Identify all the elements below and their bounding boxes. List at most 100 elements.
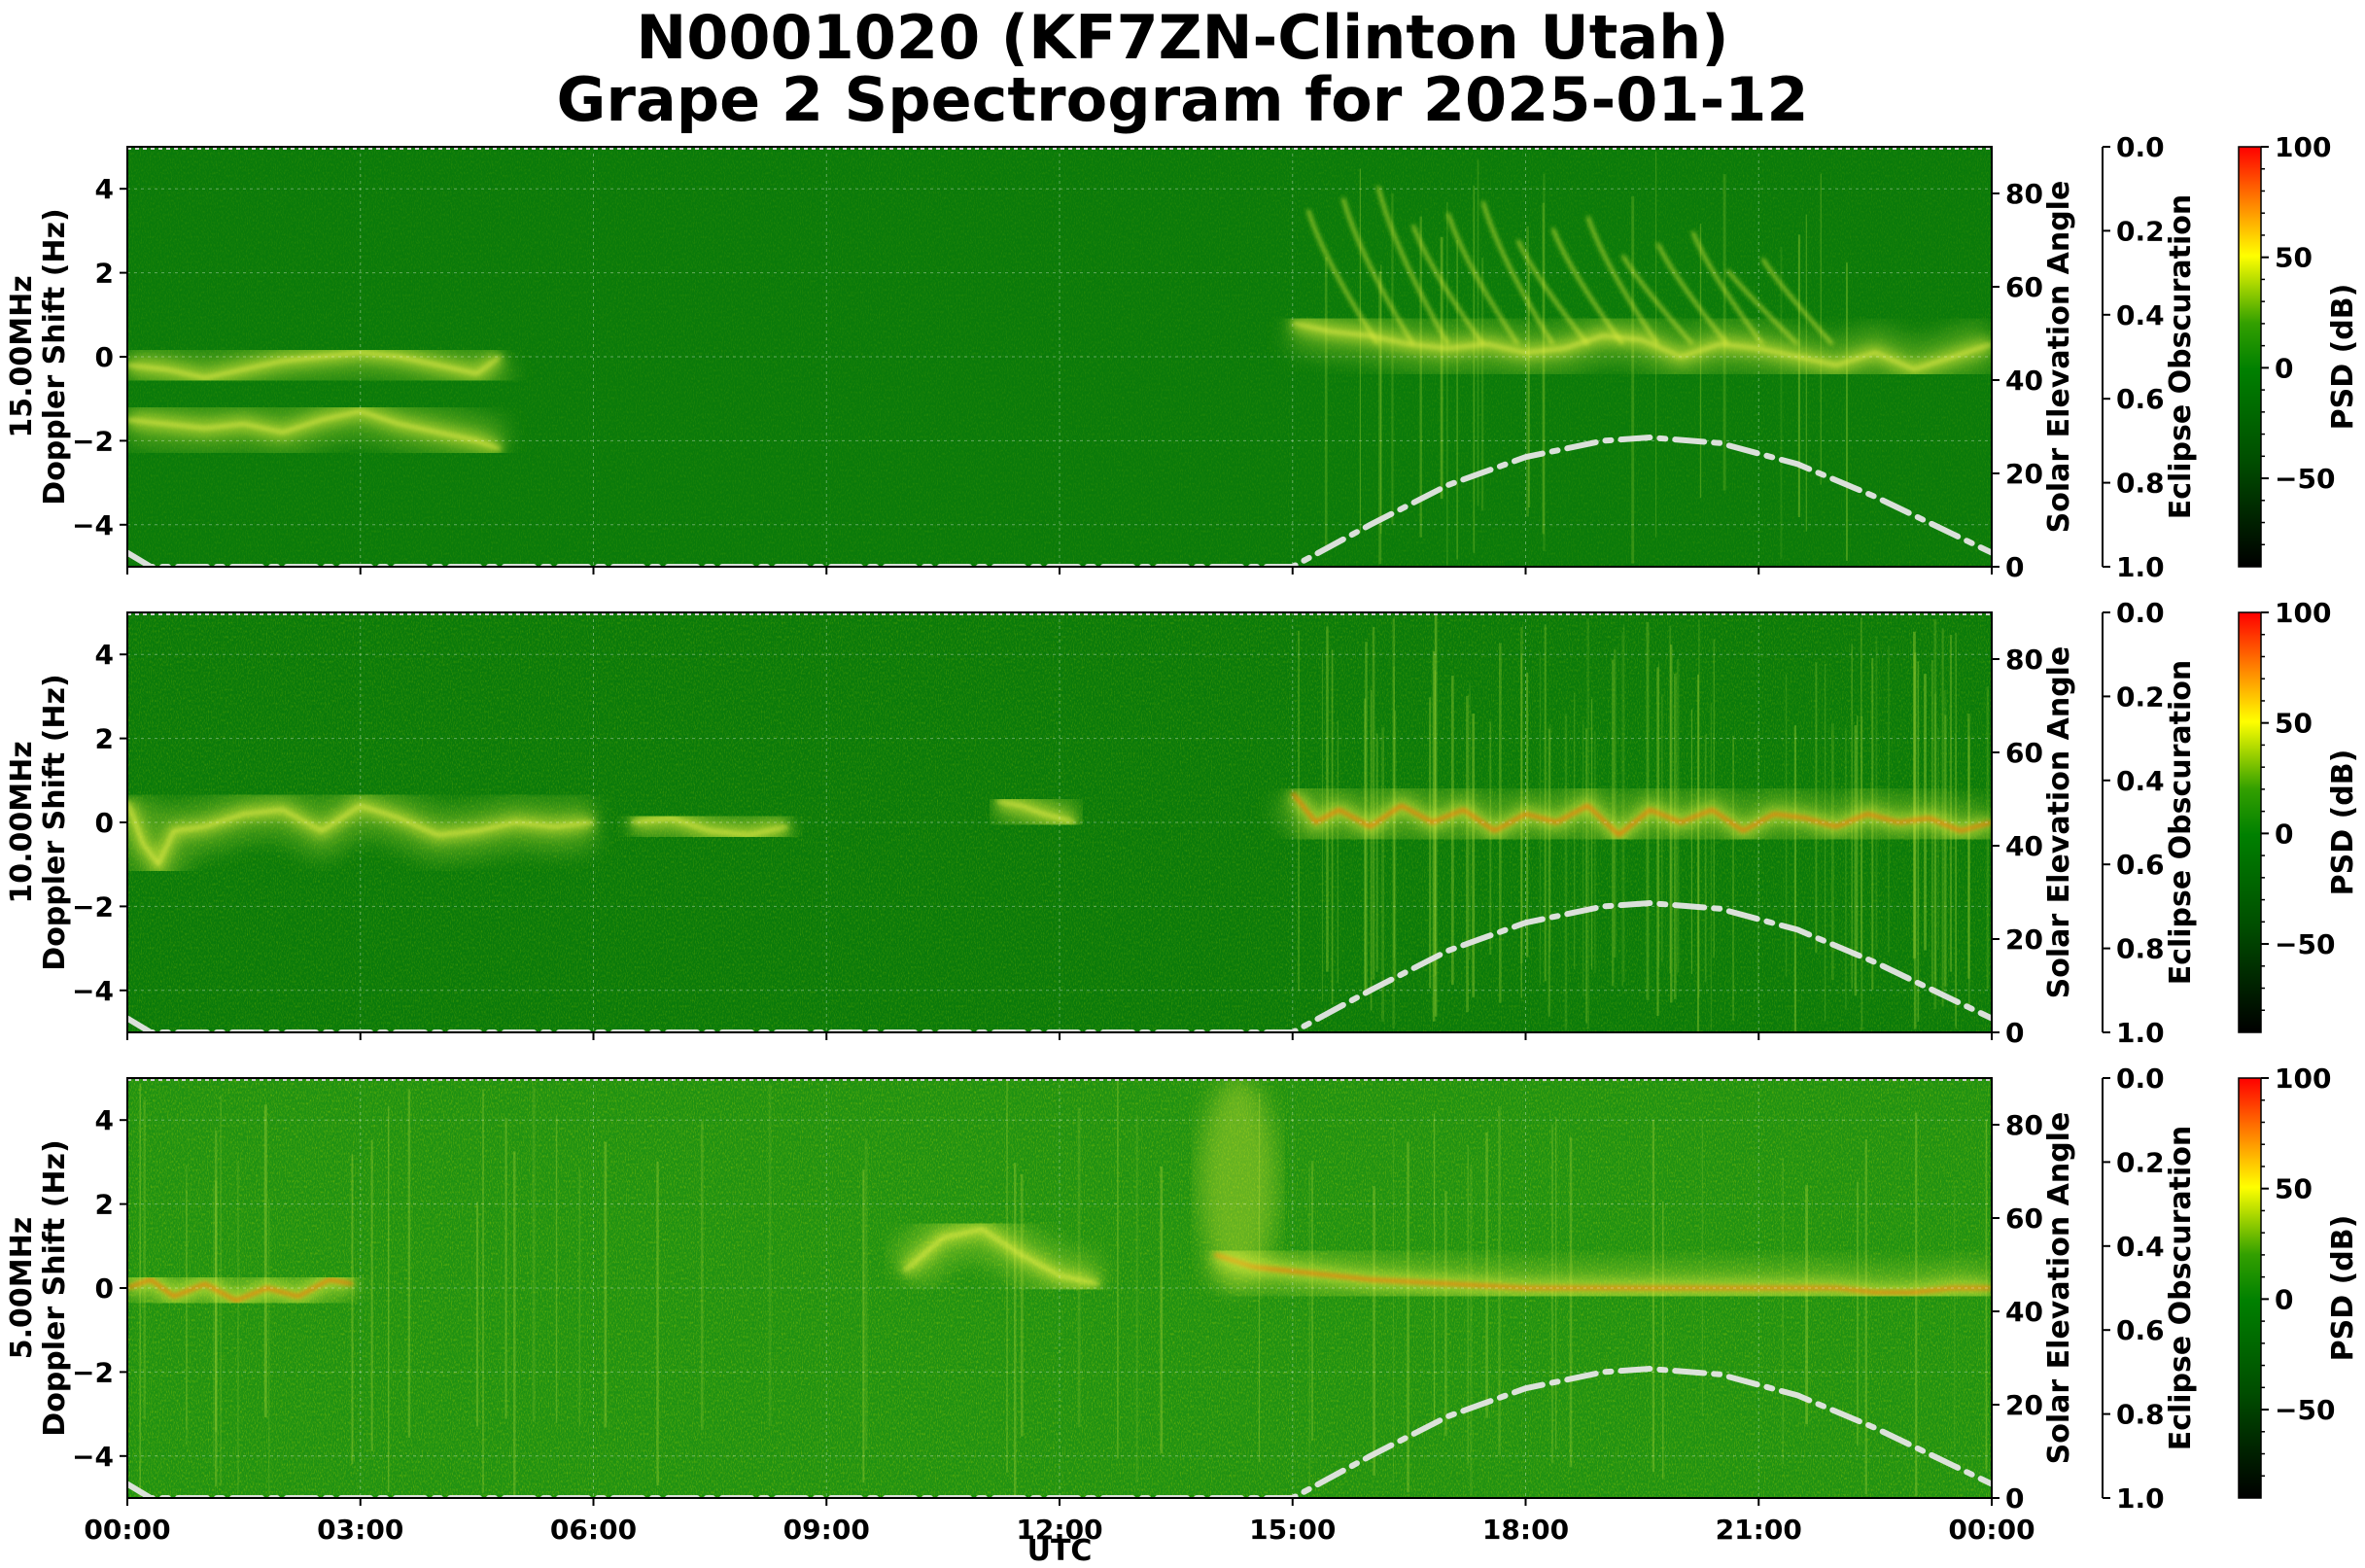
solar-tick-label: 40 (2005, 365, 2043, 397)
colorbar (2238, 611, 2262, 1033)
solar-tick-label: 20 (2005, 458, 2043, 490)
signal-trace (127, 410, 501, 450)
y-tick-label: −4 (72, 1441, 114, 1473)
eclipse-axis-label: Eclipse Obscuration (2164, 660, 2198, 986)
colorbar-tick-label: 50 (2275, 242, 2313, 274)
colorbar-tick-label: 100 (2275, 1063, 2331, 1095)
eclipse-tick-label: 0.2 (2116, 1146, 2165, 1178)
doppler-fan-trace (1760, 258, 1834, 346)
eclipse-tick-label: 0.4 (2116, 1231, 2165, 1263)
doppler-fan-trace (1376, 186, 1449, 345)
colorbar-tick-label: −50 (2275, 1394, 2335, 1426)
eclipse-tick-label: 0.2 (2116, 680, 2165, 713)
x-tick-label: 18:00 (1482, 1514, 1569, 1546)
eclipse-tick-label: 1.0 (2116, 1017, 2165, 1049)
solar-elevation-curve (127, 1366, 1992, 1498)
y-axis-label-frequency: 5.00MHz (5, 1217, 39, 1359)
signal-trace (1291, 791, 1992, 837)
signal-trace (903, 1228, 1099, 1285)
x-tick-label: 00:00 (1948, 1514, 2035, 1546)
solar-axis-label: Solar Elevation Angle (2042, 181, 2076, 534)
doppler-fan-trace (1516, 239, 1589, 345)
eclipse-tick-label: 0.8 (2116, 933, 2165, 965)
x-tick-label: 12:00 (1016, 1514, 1102, 1546)
doppler-fan-trace (1655, 242, 1729, 345)
colorbar-tick-label: −50 (2275, 463, 2335, 495)
eclipse-tick-label: 0.0 (2116, 597, 2165, 629)
colorbar (2238, 146, 2262, 568)
doppler-fan-trace (1446, 212, 1519, 345)
solar-tick-label: 60 (2005, 737, 2043, 769)
eclipse-tick-label: 0.8 (2116, 1399, 2165, 1431)
y-axis-label-frequency: 10.00MHz (5, 741, 39, 903)
colorbar-label: PSD (dB) (2326, 749, 2360, 896)
chart-subtitle: Grape 2 Spectrogram for 2025-01-12 (556, 64, 1809, 135)
y-tick-label: 0 (95, 807, 114, 839)
signal-plume (1199, 1078, 1277, 1290)
colorbar-tick-label: 100 (2275, 131, 2331, 163)
y-tick-label: 0 (95, 341, 114, 373)
solar-elevation-curve (127, 435, 1992, 567)
y-tick-label: −2 (72, 425, 114, 457)
y-tick-label: 4 (95, 639, 114, 671)
solar-tick-label: 80 (2005, 178, 2043, 210)
y-tick-label: −4 (72, 509, 114, 541)
y-tick-label: 2 (95, 723, 114, 755)
y-tick-label: 4 (95, 173, 114, 205)
colorbar-tick-label: 0 (2275, 1283, 2293, 1315)
spectrogram-area (127, 612, 1992, 1032)
eclipse-tick-label: 0.0 (2116, 1063, 2165, 1095)
y-tick-label: −2 (72, 890, 114, 923)
eclipse-tick-label: 0.4 (2116, 765, 2165, 797)
eclipse-tick-label: 1.0 (2116, 551, 2165, 583)
colorbar-tick-label: −50 (2275, 928, 2335, 960)
solar-tick-label: 40 (2005, 1296, 2043, 1328)
doppler-fan-trace (1341, 197, 1414, 345)
colorbar-tick-label: 100 (2275, 597, 2331, 629)
colorbar-label: PSD (dB) (2326, 284, 2360, 431)
panel-2: 420−2−410.00MHz Doppler Shift (Hz)8060402… (5, 597, 2360, 1049)
colorbar (2238, 1077, 2262, 1499)
doppler-fan-trace (1586, 216, 1659, 345)
signal-trace (1214, 1253, 1992, 1294)
doppler-fan-trace (1481, 200, 1554, 345)
eclipse-tick-label: 1.0 (2116, 1482, 2165, 1515)
x-tick-label: 00:00 (84, 1514, 170, 1546)
x-tick-label: 06:00 (550, 1514, 637, 1546)
solar-tick-label: 60 (2005, 1202, 2043, 1235)
solar-tick-label: 80 (2005, 644, 2043, 676)
colorbar-label: PSD (dB) (2326, 1215, 2360, 1362)
panel-1: 420−2−415.00MHz Doppler Shift (Hz)8060402… (5, 131, 2360, 583)
y-axis-label: Doppler Shift (Hz) (38, 674, 72, 970)
solar-tick-label: 80 (2005, 1109, 2043, 1141)
doppler-fan-trace (1726, 269, 1799, 346)
eclipse-tick-label: 0.8 (2116, 468, 2165, 500)
eclipse-tick-label: 0.6 (2116, 383, 2165, 415)
solar-elevation-curve (127, 900, 1992, 1032)
signal-trace (127, 351, 502, 379)
doppler-fan-trace (1551, 227, 1624, 345)
doppler-fan-trace (1306, 209, 1379, 345)
solar-tick-label: 0 (2005, 1017, 2024, 1049)
eclipse-axis-label: Eclipse Obscuration (2164, 194, 2198, 520)
y-tick-label: 0 (95, 1272, 114, 1305)
eclipse-tick-label: 0.2 (2116, 215, 2165, 247)
eclipse-tick-label: 0.4 (2116, 299, 2165, 331)
x-tick-label: 09:00 (783, 1514, 870, 1546)
y-tick-label: 2 (95, 1189, 114, 1221)
doppler-fan-trace (1411, 224, 1484, 345)
x-tick-label: 15:00 (1249, 1514, 1336, 1546)
eclipse-tick-label: 0.0 (2116, 131, 2165, 163)
signal-trace (1292, 322, 1992, 371)
signal-trace (127, 1277, 354, 1303)
y-tick-label: 2 (95, 258, 114, 290)
solar-tick-label: 20 (2005, 1389, 2043, 1421)
x-axis-label: UTC (1027, 1534, 1093, 1568)
doppler-fan-trace (1690, 230, 1764, 345)
eclipse-tick-label: 0.6 (2116, 1314, 2165, 1346)
signal-trace (632, 817, 788, 836)
colorbar-tick-label: 50 (2275, 708, 2313, 740)
solar-tick-label: 60 (2005, 271, 2043, 303)
chart-title: N0001020 (KF7ZN-Clinton Utah) (636, 2, 1729, 73)
